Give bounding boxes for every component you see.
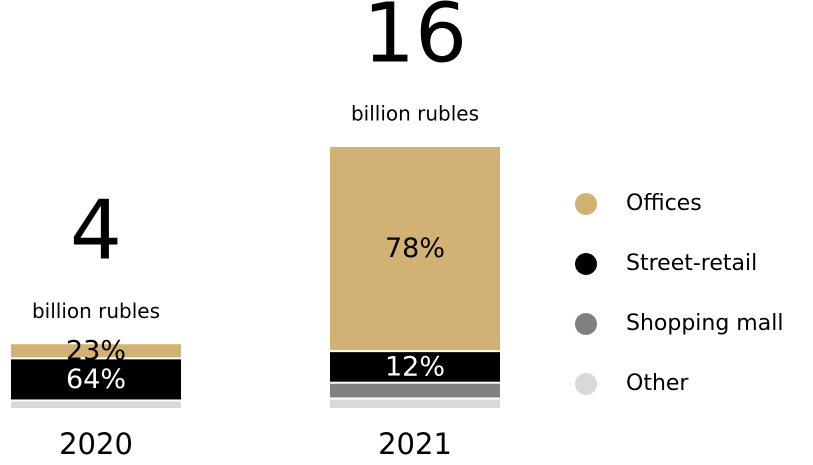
segment-label: 12% <box>385 351 445 382</box>
bar-segment <box>330 352 500 382</box>
total-value: 4 <box>70 184 122 279</box>
legend-swatch <box>575 253 597 275</box>
bar-segment <box>11 359 181 400</box>
legend-label: Shopping mall <box>626 311 783 336</box>
legend-label: Street-retail <box>626 251 757 276</box>
bar-segment <box>330 383 500 398</box>
legend-swatch <box>575 193 597 215</box>
total-value: 16 <box>363 0 467 81</box>
total-unit: billion rubles <box>32 299 160 323</box>
segment-label: 78% <box>385 233 445 264</box>
segment-label: 64% <box>66 364 126 395</box>
bar-segment <box>330 147 500 351</box>
bar-segment <box>330 399 500 408</box>
legend-label: Other <box>626 371 689 396</box>
bar-segment <box>11 344 181 358</box>
bar-segment <box>11 401 181 408</box>
legend-swatch <box>575 313 597 335</box>
total-unit: billion rubles <box>351 102 479 126</box>
x-tick-label: 2021 <box>378 427 452 461</box>
x-tick-label: 2020 <box>59 427 133 461</box>
legend-swatch <box>575 373 597 395</box>
legend-label: Offices <box>626 191 702 216</box>
